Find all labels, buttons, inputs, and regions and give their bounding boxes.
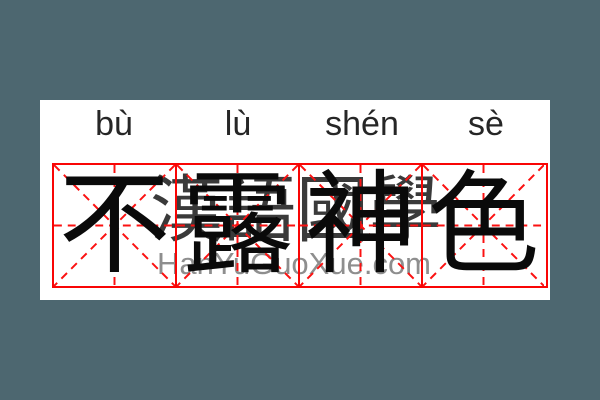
pinyin-row: bù lù shén sè (52, 102, 548, 146)
hanzi-character: 神 (304, 163, 417, 288)
hanzi-character: 露 (181, 163, 294, 288)
idiom-card: 漢語國學 HanYuGuoXue.com bù lù shén sè 不露神色 (40, 100, 550, 300)
grid-cell: 色 (423, 165, 544, 286)
watermark-site-text: HanYuGuoXue.com (157, 246, 432, 281)
hanzi-character: 不 (58, 163, 171, 288)
pinyin-syllable: lù (224, 105, 252, 143)
mizige-guides-icon (54, 165, 175, 286)
character-grid: 不露神色 (52, 163, 548, 288)
mizige-guides-icon (177, 165, 298, 286)
grid-cell: 露 (177, 165, 300, 286)
grid-cell: 不 (54, 165, 177, 286)
hanzi-character: 色 (427, 163, 540, 288)
mizige-guides-icon (300, 165, 421, 286)
pinyin-syllable: shén (325, 105, 399, 143)
pinyin-syllable: sè (468, 105, 504, 143)
mizige-guides-icon (423, 165, 544, 286)
pinyin-syllable: bù (95, 105, 133, 143)
grid-cell: 神 (300, 165, 423, 286)
